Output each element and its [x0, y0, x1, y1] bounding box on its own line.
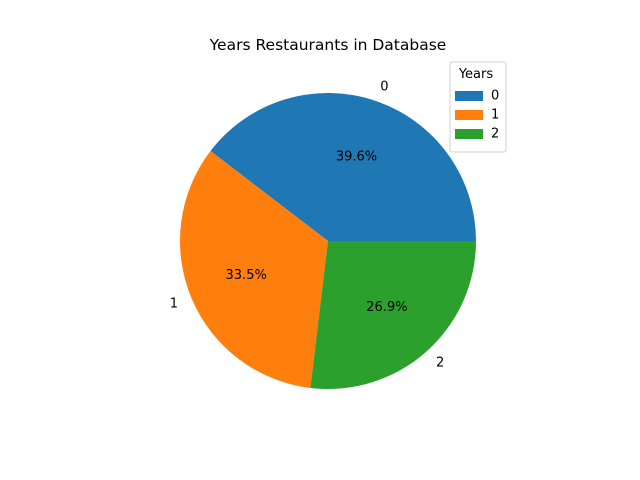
percent-label-1: 33.5% [226, 268, 267, 283]
chart-title: Years Restaurants in Database [209, 36, 447, 54]
legend-entries: 0 1 2 [455, 89, 499, 142]
legend-label-1: 1 [491, 108, 499, 123]
pie-slice-1 [179, 151, 328, 388]
legend: Years 0 1 2 [449, 61, 507, 153]
pie-slice-0 [210, 92, 477, 242]
category-labels: 0 1 2 [170, 79, 445, 370]
percent-label-0: 39.6% [336, 149, 377, 164]
legend-title: Years [458, 67, 494, 82]
pie-slices [179, 92, 477, 389]
legend-swatch-2 [455, 129, 483, 139]
legend-swatch-0 [455, 91, 483, 101]
percent-label-2: 26.9% [366, 300, 407, 315]
percent-labels: 39.6% 33.5% 26.9% [226, 149, 408, 315]
category-label-0: 0 [380, 79, 388, 94]
category-label-2: 2 [436, 355, 444, 370]
pie-slice-2 [310, 241, 476, 389]
legend-label-2: 2 [491, 127, 499, 142]
legend-label-0: 0 [491, 89, 499, 104]
legend-swatch-1 [455, 110, 483, 120]
category-label-1: 1 [170, 297, 178, 312]
